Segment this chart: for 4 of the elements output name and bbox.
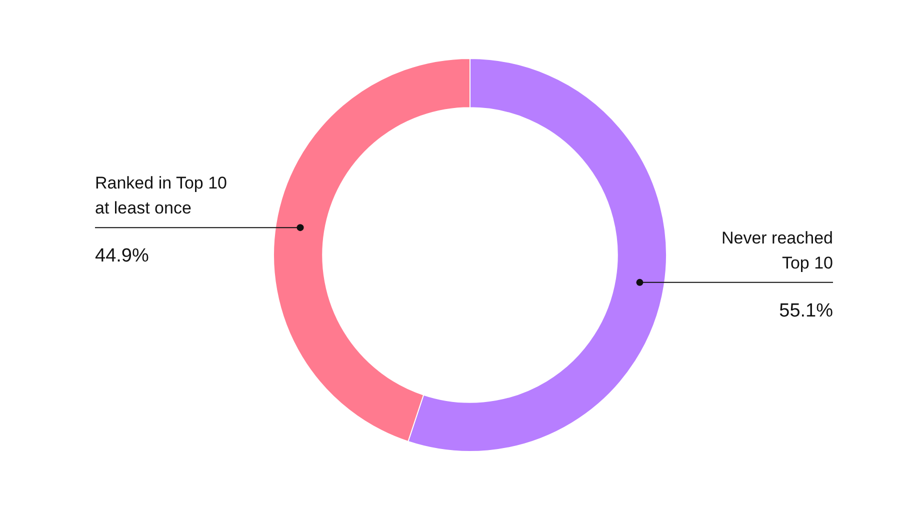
slice-label: Never reached Top 10 [721, 228, 833, 272]
slice-label: Ranked in Top 10 at least once [95, 174, 228, 218]
data-label: 44.9% [95, 246, 149, 267]
data-label: 55.1% [779, 300, 834, 322]
